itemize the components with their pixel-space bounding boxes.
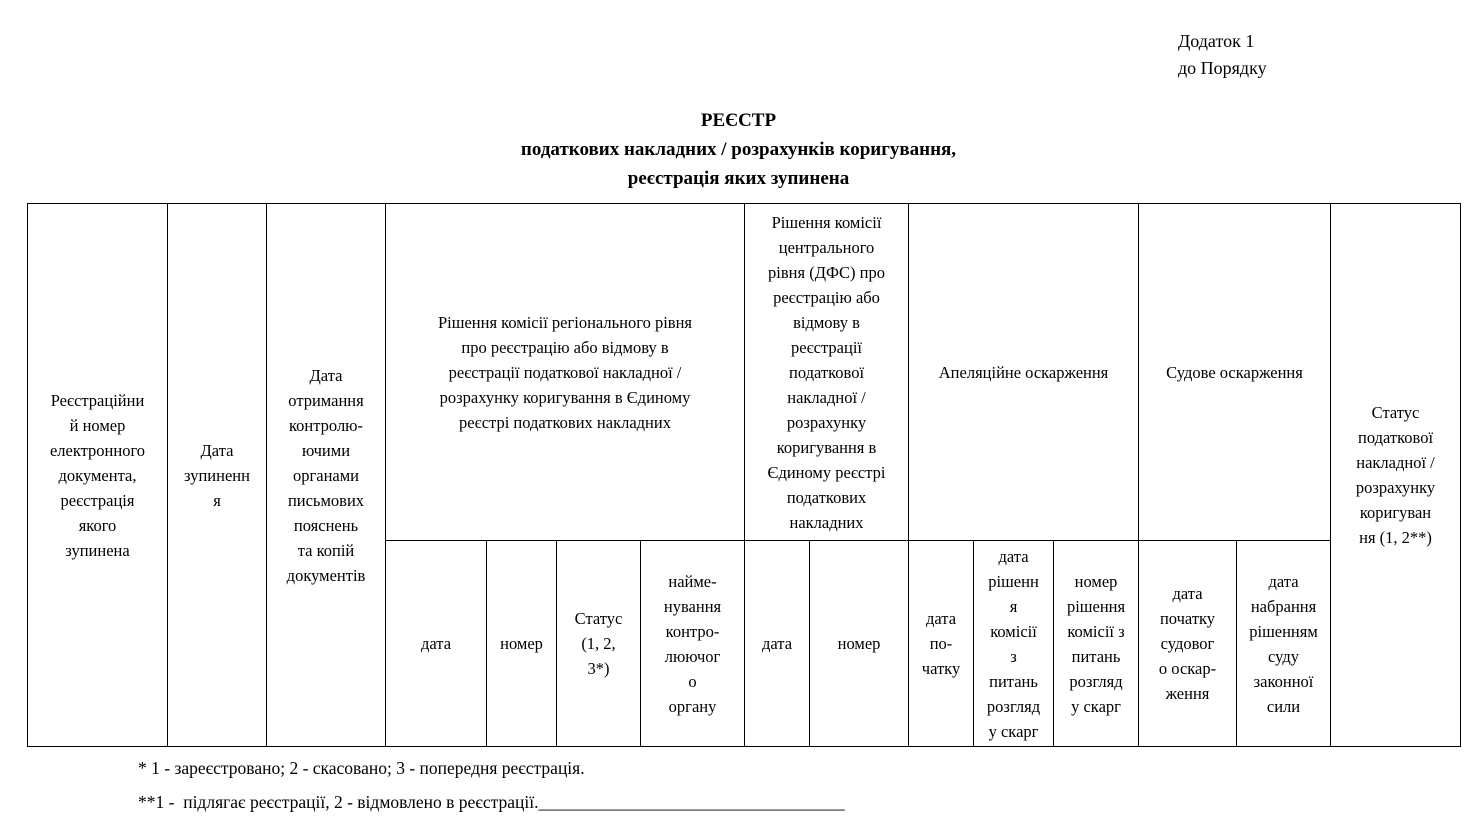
group-header-court: Судове оскарження bbox=[1138, 203, 1332, 541]
subcol-appeal-decision-number: номер рішення комісії з питань розгляд у… bbox=[1053, 540, 1140, 747]
footnote-status-legend: * 1 - зареєстровано; 2 - скасовано; 3 - … bbox=[138, 758, 585, 778]
subcol-appeal-decision-date: дата рішенн я комісії з питань розгляд у… bbox=[973, 540, 1055, 747]
group-header-central-commission: Рішення комісії центрального рівня (ДФС)… bbox=[744, 203, 910, 541]
col-header-stop-date: Дата зупиненн я bbox=[167, 203, 267, 747]
footnote-registration-legend: **1 - підлягає реєстрації, 2 - відмовлен… bbox=[138, 791, 845, 813]
footnotes: * 1 - зареєстровано; 2 - скасовано; 3 - … bbox=[138, 757, 845, 825]
group-header-appeal: Апеляційне оскарження bbox=[908, 203, 1140, 541]
document-title: РЕЄСТР податкових накладних / розрахункі… bbox=[520, 110, 957, 189]
subcol-regional-number: номер bbox=[486, 540, 557, 747]
appendix-note: Додаток 1 до Порядку bbox=[1178, 31, 1267, 78]
subcol-regional-authority-name: найме- нування контро- люючог о органу bbox=[639, 540, 746, 747]
subcol-regional-date: дата bbox=[385, 540, 487, 747]
subcol-central-number: номер bbox=[809, 540, 910, 747]
col-header-docs-received-date: Дата отримання контролю- ючими органами … bbox=[266, 203, 386, 747]
registry-table: Реєстраційни й номер електронного докуме… bbox=[27, 203, 1462, 747]
subcol-appeal-start-date: дата по- чатку bbox=[908, 540, 975, 747]
subcol-court-start-date: дата початку судовог о оскар- ження bbox=[1138, 540, 1238, 747]
subcol-central-date: дата bbox=[744, 540, 811, 747]
group-header-regional-commission: Рішення комісії регіонального рівня про … bbox=[384, 203, 746, 541]
subcol-court-effective-date: дата набрання рішенням суду законної сил… bbox=[1236, 540, 1332, 747]
footnote-fill-in-line: ___________________________________ bbox=[538, 792, 845, 812]
col-header-status: Статус податкової накладної / розрахунку… bbox=[1330, 203, 1462, 747]
col-header-reg-number: Реєстраційни й номер електронного докуме… bbox=[27, 203, 168, 747]
footnote-registration-text: **1 - підлягає реєстрації, 2 - відмовлен… bbox=[138, 792, 539, 812]
subcol-regional-status: Статус (1, 2, 3*) bbox=[556, 540, 641, 747]
